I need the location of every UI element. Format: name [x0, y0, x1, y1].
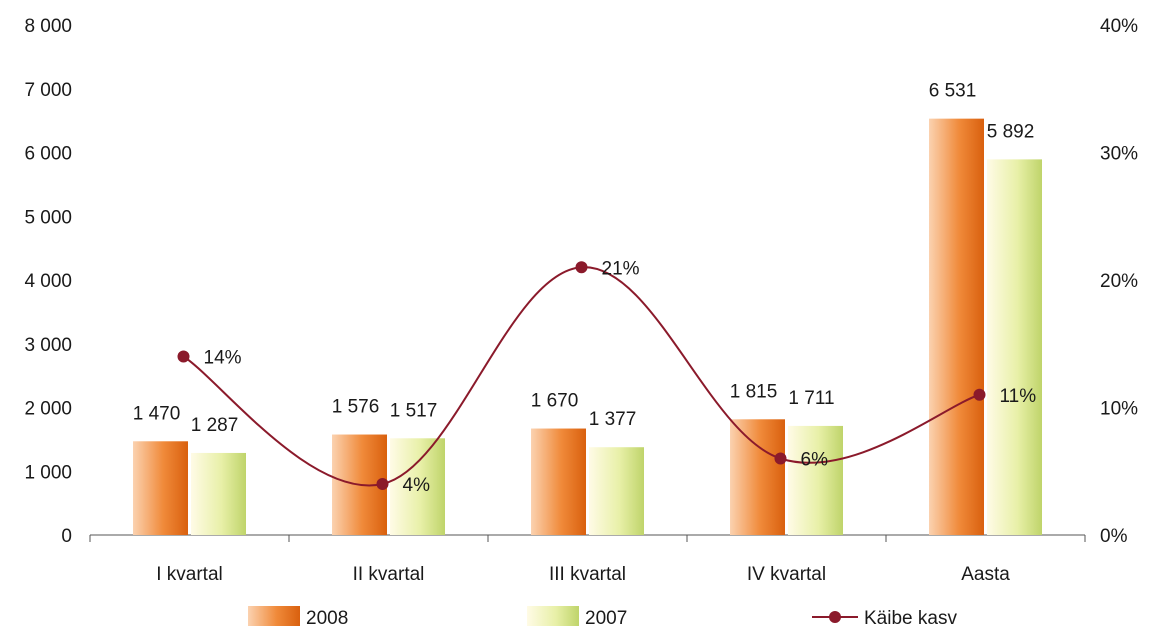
- growth-label: 21%: [602, 258, 640, 279]
- growth-point: [774, 452, 787, 465]
- legend-label-growth: Käibe kasv: [864, 608, 957, 629]
- bar-2008-label: 1 815: [730, 381, 778, 402]
- bar-2008-label: 1 670: [531, 391, 579, 412]
- bar-2008: [133, 441, 188, 535]
- legend-swatch-2008: [248, 606, 300, 626]
- growth-point: [376, 478, 389, 490]
- growth-line: [177, 261, 986, 490]
- bar-2007-label: 1 287: [191, 415, 239, 436]
- bar-2007-label: 1 377: [589, 409, 637, 430]
- growth-label: 6%: [801, 450, 829, 471]
- bar-2008-label: 1 576: [332, 397, 380, 418]
- bar-2008-label: 6 531: [929, 81, 977, 102]
- y-left-tick-label: 5 000: [24, 207, 72, 228]
- bar-2008-label: 1 470: [133, 403, 181, 424]
- y-left-tick-label: 4 000: [24, 271, 72, 292]
- growth-point: [177, 350, 190, 363]
- data-labels: 1 470 1 576 1 670 1 815 6 531 1 287 1 517 1 377…: [133, 81, 1036, 496]
- y-right-tick-label: 20%: [1100, 271, 1138, 292]
- axes: 0 1 000 2 000 3 000 4 000 5 000 6 000 7 000 8 00…: [24, 16, 1138, 585]
- bar-2007: [987, 159, 1042, 535]
- y-right-tick-label: 0%: [1100, 526, 1128, 547]
- y-right-tick-label: 10%: [1100, 399, 1138, 420]
- bar-2007-label: 1 711: [788, 388, 834, 409]
- bar-2008: [531, 428, 586, 535]
- legend-label-2008: 2008: [306, 608, 348, 629]
- bar-2008: [929, 118, 984, 536]
- growth-point: [973, 388, 986, 401]
- bar-2007: [390, 438, 445, 535]
- category-label: I kvartal: [156, 564, 223, 585]
- legend-swatch-2007: [527, 606, 579, 626]
- y-left-tick-label: 8 000: [24, 16, 72, 37]
- category-label: III kvartal: [549, 564, 626, 585]
- category-label: IV kvartal: [747, 564, 826, 585]
- bar-2007-label: 1 517: [390, 400, 438, 421]
- bar-2007: [788, 425, 843, 535]
- growth-label: 14%: [204, 348, 242, 369]
- category-label: Aasta: [961, 564, 1010, 585]
- legend: 2008 2007 Käibe kasv: [248, 606, 957, 629]
- bar-2007: [191, 452, 246, 535]
- growth-point: [575, 261, 588, 274]
- y-left-tick-label: 0: [61, 526, 72, 547]
- bar-2008: [730, 419, 785, 535]
- y-right-tick-label: 40%: [1100, 16, 1138, 37]
- y-left-tick-label: 3 000: [24, 335, 72, 356]
- bar-2007-label: 5 892: [987, 121, 1035, 142]
- y-left-tick-label: 7 000: [24, 80, 72, 101]
- growth-label: 4%: [403, 475, 431, 496]
- bar-2007: [589, 447, 644, 535]
- y-left-tick-label: 6 000: [24, 144, 72, 165]
- y-right-tick-label: 30%: [1100, 144, 1138, 165]
- y-left-tick-label: 1 000: [24, 462, 72, 483]
- y-left-tick-label: 2 000: [24, 399, 72, 420]
- growth-label: 11%: [1000, 386, 1037, 407]
- category-label: II kvartal: [353, 564, 425, 585]
- legend-label-2007: 2007: [585, 608, 627, 629]
- bars: [133, 118, 1042, 536]
- legend-marker: [829, 611, 841, 623]
